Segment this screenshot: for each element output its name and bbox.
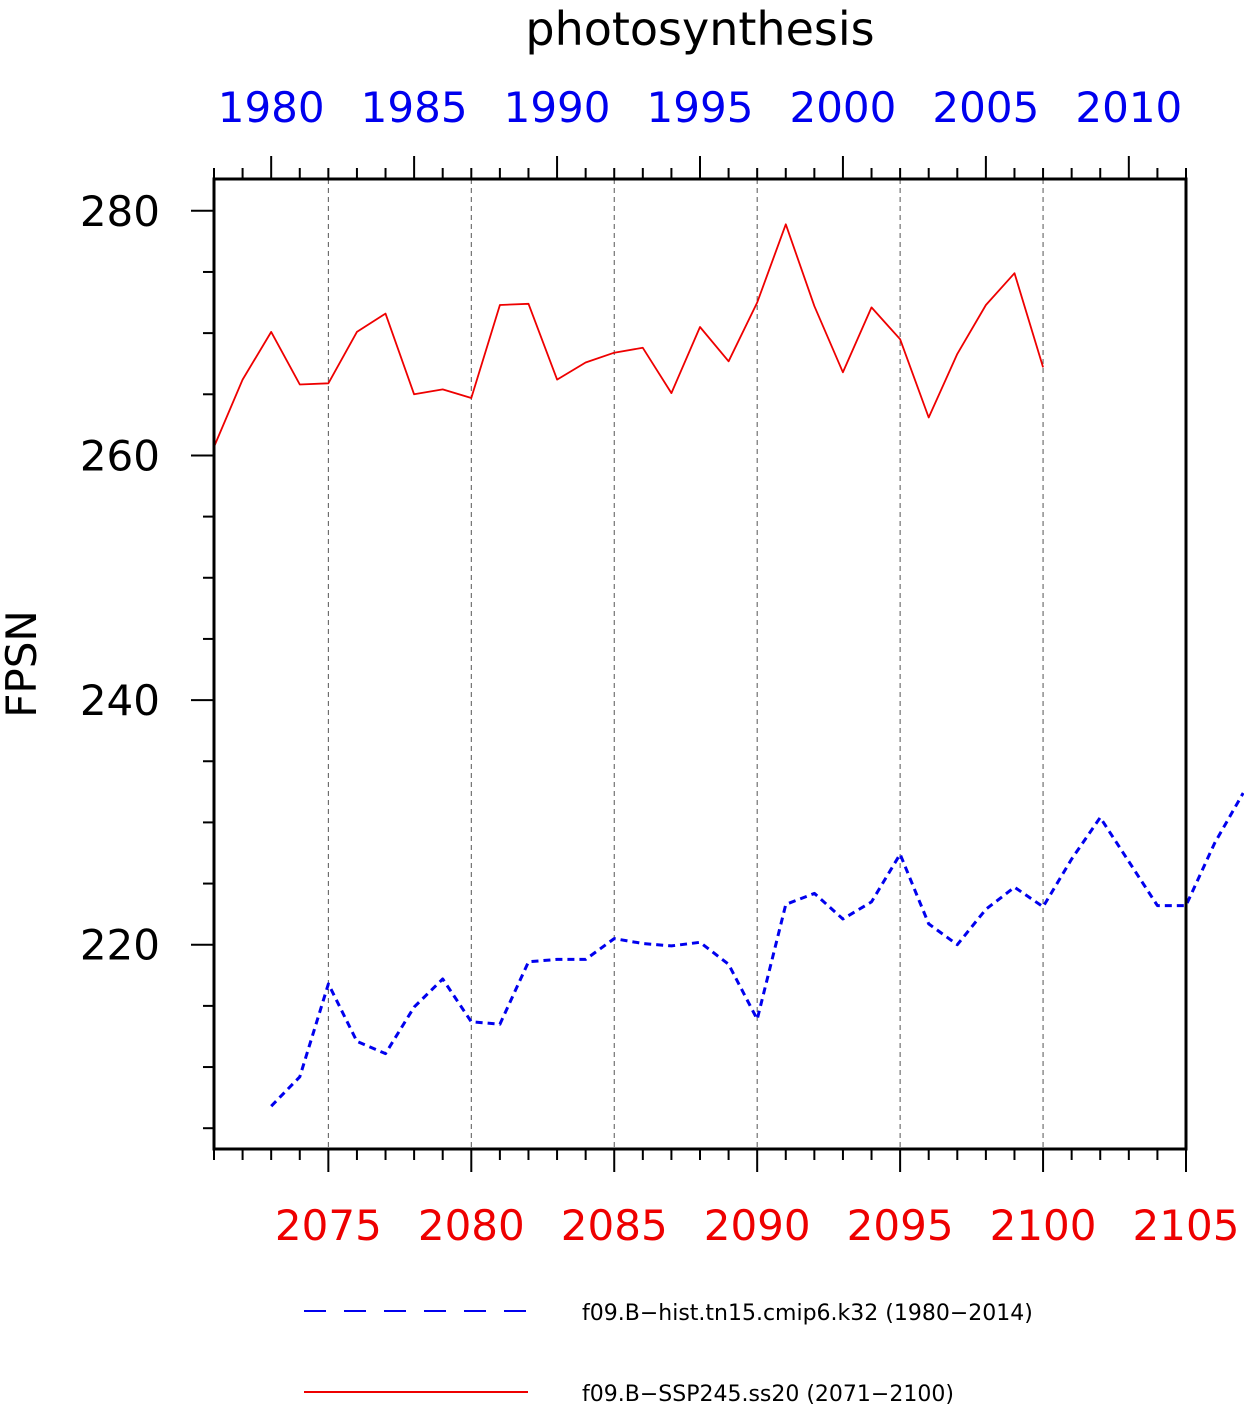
tick-labels: 2075 2080 2085 2090 2095 2100 2105 1980 1985 1990… [80, 83, 1240, 1250]
series-lines [213, 223, 1244, 1108]
bottom-tick-label-2095: 2095 [847, 1201, 954, 1250]
top-tick-label-1995: 1995 [647, 83, 754, 132]
chart-title: photosynthesis [525, 2, 874, 56]
bottom-tick-label-2075: 2075 [275, 1201, 382, 1250]
plot-frame [212, 177, 1188, 1151]
bottom-tick-label-2100: 2100 [990, 1201, 1097, 1250]
y-axis-label: FPSN [0, 610, 46, 718]
top-tick-label-2000: 2000 [789, 83, 896, 132]
legend: f09.B−hist.tn15.cmip6.k32 (1980−2014) f0… [304, 1301, 1033, 1407]
bottom-tick-label-2085: 2085 [561, 1201, 668, 1250]
top-tick-label-1990: 1990 [504, 83, 611, 132]
bottom-tick-label-2090: 2090 [704, 1201, 811, 1250]
series-line-ssp [213, 223, 1044, 448]
top-tick-label-2005: 2005 [932, 83, 1039, 132]
axis-ticks [191, 156, 1187, 1172]
series-line-hist [270, 792, 1244, 1108]
grid-lines [327, 179, 1044, 1149]
y-tick-label-220: 220 [80, 921, 160, 970]
bottom-tick-label-2105: 2105 [1133, 1201, 1240, 1250]
top-tick-label-1985: 1985 [361, 83, 468, 132]
legend-label-ssp: f09.B−SSP245.ss20 (2071−2100) [582, 1382, 954, 1407]
y-tick-label-260: 260 [80, 431, 160, 480]
top-tick-label-2010: 2010 [1075, 83, 1182, 132]
top-tick-label-1980: 1980 [218, 83, 325, 132]
legend-label-hist: f09.B−hist.tn15.cmip6.k32 (1980−2014) [582, 1301, 1033, 1326]
bottom-tick-label-2080: 2080 [418, 1201, 525, 1250]
y-tick-label-240: 240 [80, 676, 160, 725]
y-tick-label-280: 280 [80, 187, 160, 236]
